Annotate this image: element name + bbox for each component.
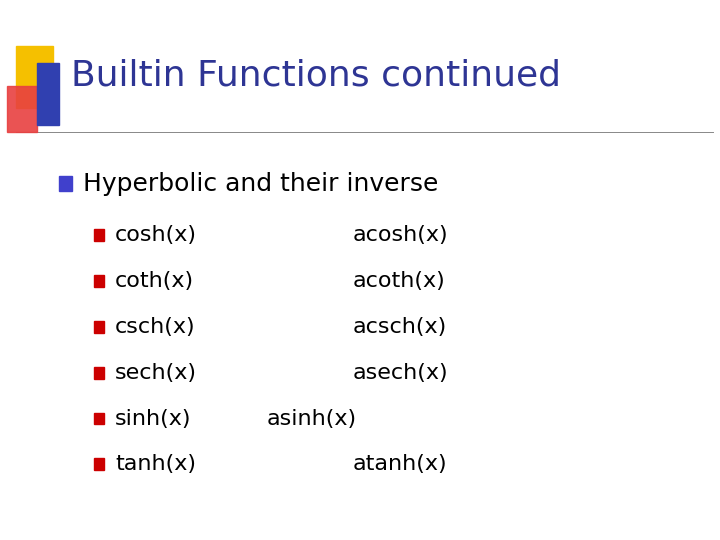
Text: acosh(x): acosh(x) [353,225,449,245]
Bar [59,176,72,191]
Bar [94,367,104,379]
Text: acoth(x): acoth(x) [353,271,446,291]
Text: atanh(x): atanh(x) [353,454,447,475]
Text: asinh(x): asinh(x) [266,408,356,429]
Bar [94,458,104,470]
Bar [94,229,104,241]
Bar [37,63,59,125]
Bar [94,275,104,287]
Bar [16,46,53,108]
Text: Builtin Functions continued: Builtin Functions continued [71,59,561,92]
Bar [7,86,37,132]
Text: acsch(x): acsch(x) [353,316,447,337]
Bar [94,413,104,424]
Text: asech(x): asech(x) [353,362,449,383]
Text: tanh(x): tanh(x) [115,454,196,475]
Text: csch(x): csch(x) [115,316,196,337]
Bar [94,321,104,333]
Text: sinh(x): sinh(x) [115,408,192,429]
Text: coth(x): coth(x) [115,271,194,291]
Text: cosh(x): cosh(x) [115,225,197,245]
Text: sech(x): sech(x) [115,362,197,383]
Text: Hyperbolic and their inverse: Hyperbolic and their inverse [83,172,438,195]
